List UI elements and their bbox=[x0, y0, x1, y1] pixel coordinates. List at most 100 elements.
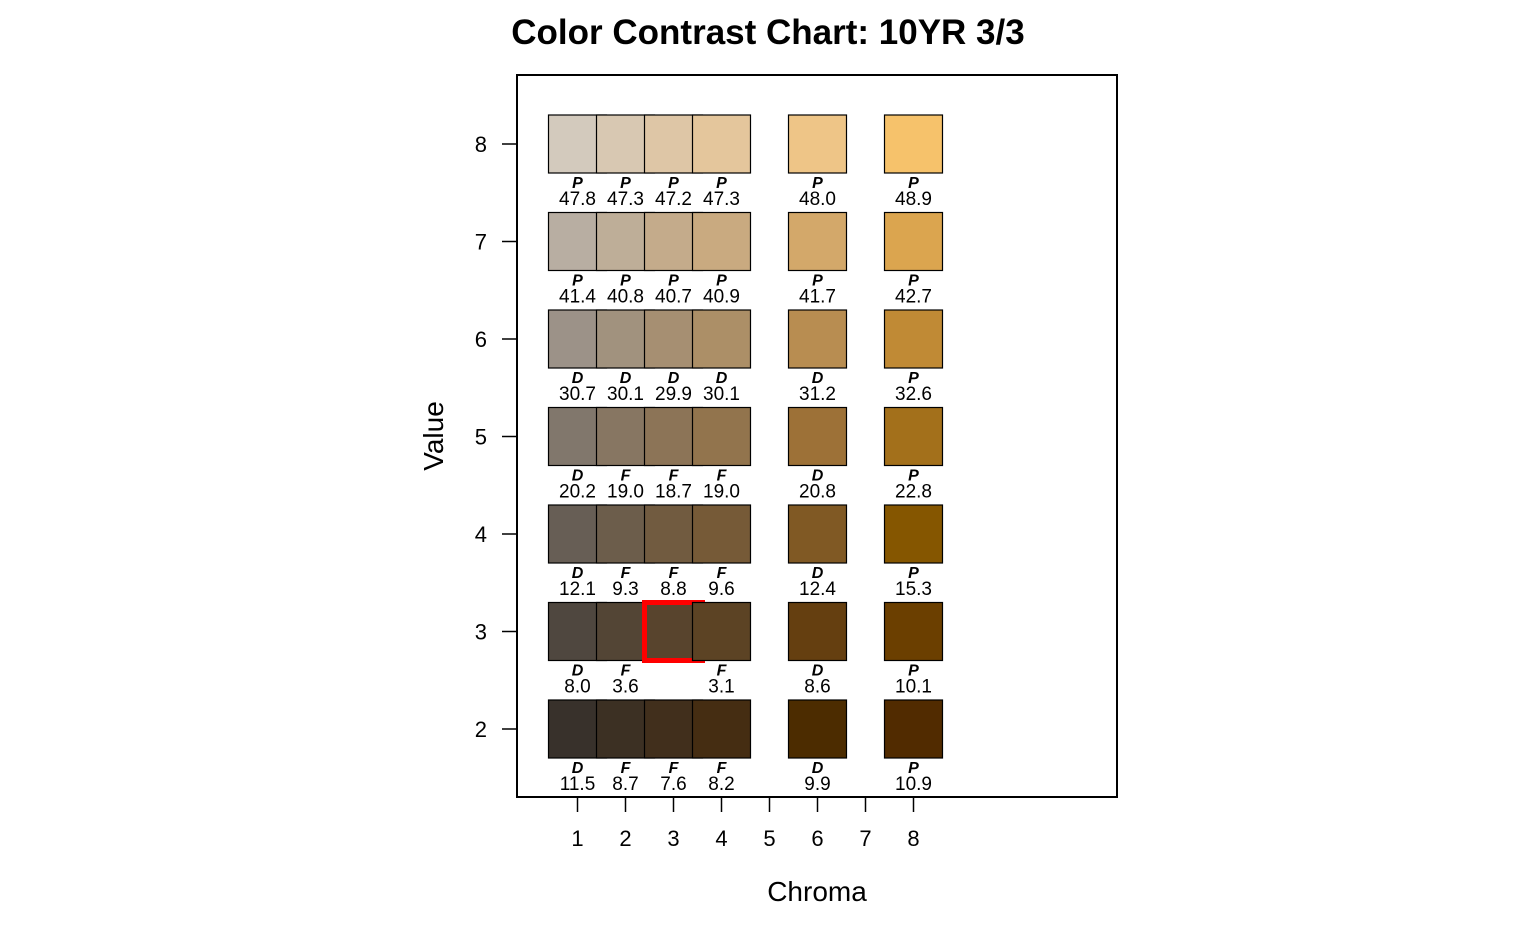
contrast-value-label: 8.8 bbox=[660, 579, 686, 600]
contrast-value-label: 47.8 bbox=[559, 189, 596, 210]
color-chip bbox=[787, 406, 848, 467]
color-chip bbox=[883, 211, 944, 272]
contrast-value-label: 8.6 bbox=[804, 677, 830, 698]
contrast-value-label: 22.8 bbox=[895, 482, 932, 503]
color-chip bbox=[787, 601, 848, 662]
contrast-class-label: D bbox=[572, 370, 584, 387]
contrast-class-label: P bbox=[620, 175, 631, 192]
color-chip bbox=[883, 699, 944, 759]
contrast-class-label: F bbox=[669, 565, 680, 582]
color-chip bbox=[787, 504, 848, 564]
y-tick-label: 4 bbox=[475, 522, 487, 547]
contrast-class-label: P bbox=[620, 273, 631, 290]
contrast-value-label: 40.8 bbox=[607, 287, 644, 308]
contrast-class-label: F bbox=[621, 663, 632, 680]
contrast-value-label: 48.9 bbox=[895, 189, 932, 210]
contrast-class-label: D bbox=[620, 370, 632, 387]
contrast-class-label: D bbox=[812, 760, 824, 777]
color-chip bbox=[691, 309, 752, 369]
contrast-value-label: 40.9 bbox=[703, 287, 740, 308]
contrast-value-label: 47.3 bbox=[607, 189, 644, 210]
contrast-class-label: P bbox=[812, 273, 823, 290]
contrast-class-label: P bbox=[908, 273, 919, 290]
contrast-value-label: 8.7 bbox=[612, 774, 638, 795]
color-chip bbox=[883, 114, 944, 174]
contrast-class-label: F bbox=[717, 468, 728, 485]
contrast-class-label: F bbox=[621, 565, 632, 582]
contrast-value-label: 30.1 bbox=[703, 384, 740, 405]
color-chip bbox=[883, 504, 944, 564]
contrast-value-label: 30.1 bbox=[607, 384, 644, 405]
contrast-class-label: F bbox=[717, 663, 728, 680]
contrast-class-label: P bbox=[716, 175, 727, 192]
x-tick-label: 1 bbox=[571, 826, 583, 851]
contrast-value-label: 15.3 bbox=[895, 579, 932, 600]
contrast-class-label: F bbox=[717, 760, 728, 777]
contrast-class-label: P bbox=[908, 468, 919, 485]
contrast-value-label: 10.1 bbox=[895, 677, 932, 698]
contrast-class-label: D bbox=[812, 565, 824, 582]
contrast-value-label: 12.1 bbox=[559, 579, 596, 600]
color-chip bbox=[787, 211, 848, 272]
contrast-value-label: 41.4 bbox=[559, 287, 596, 308]
color-chip bbox=[787, 699, 848, 759]
contrast-class-label: D bbox=[668, 370, 680, 387]
x-tick-label: 4 bbox=[715, 826, 727, 851]
y-tick-label: 5 bbox=[475, 425, 487, 450]
contrast-value-label: 40.7 bbox=[655, 287, 692, 308]
contrast-class-label: F bbox=[621, 760, 632, 777]
color-chip bbox=[883, 309, 944, 369]
contrast-class-label: D bbox=[812, 370, 824, 387]
color-chip bbox=[691, 601, 752, 662]
x-tick-label: 7 bbox=[859, 826, 871, 851]
y-tick-label: 2 bbox=[475, 717, 487, 742]
x-tick-label: 6 bbox=[811, 826, 823, 851]
contrast-value-label: 20.2 bbox=[559, 482, 596, 503]
contrast-class-label: D bbox=[572, 760, 584, 777]
contrast-value-label: 47.3 bbox=[703, 189, 740, 210]
color-chip bbox=[787, 114, 848, 174]
x-tick-label: 3 bbox=[667, 826, 679, 851]
contrast-value-label: 10.9 bbox=[895, 774, 932, 795]
contrast-value-label: 29.9 bbox=[655, 384, 692, 405]
contrast-value-label: 19.0 bbox=[607, 482, 644, 503]
contrast-value-label: 9.9 bbox=[804, 774, 830, 795]
cells-layer: P47.8P47.3P47.2P47.3P48.0P48.9P41.4P40.8… bbox=[547, 114, 944, 795]
contrast-value-label: 7.6 bbox=[660, 774, 686, 795]
color-chip bbox=[691, 211, 752, 272]
contrast-class-label: F bbox=[669, 760, 680, 777]
color-chip bbox=[787, 309, 848, 369]
y-tick-label: 6 bbox=[475, 327, 487, 352]
contrast-class-label: P bbox=[668, 273, 679, 290]
contrast-class-label: P bbox=[908, 370, 919, 387]
contrast-class-label: F bbox=[717, 565, 728, 582]
contrast-value-label: 12.4 bbox=[799, 579, 836, 600]
contrast-value-label: 9.3 bbox=[612, 579, 638, 600]
contrast-class-label: P bbox=[908, 663, 919, 680]
contrast-class-label: P bbox=[908, 175, 919, 192]
contrast-value-label: 41.7 bbox=[799, 287, 836, 308]
y-tick-label: 7 bbox=[475, 230, 487, 255]
x-tick-label: 5 bbox=[763, 826, 775, 851]
contrast-class-label: D bbox=[572, 468, 584, 485]
contrast-value-label: 18.7 bbox=[655, 482, 692, 503]
color-chip bbox=[691, 114, 752, 174]
contrast-class-label: D bbox=[572, 565, 584, 582]
contrast-value-label: 8.2 bbox=[708, 774, 734, 795]
contrast-class-label: P bbox=[572, 273, 583, 290]
contrast-class-label: P bbox=[572, 175, 583, 192]
contrast-class-label: D bbox=[812, 468, 824, 485]
contrast-class-label: F bbox=[621, 468, 632, 485]
contrast-value-label: 3.1 bbox=[708, 677, 734, 698]
contrast-value-label: 9.6 bbox=[708, 579, 734, 600]
y-axis: 2 3 4 5 6 7 8 bbox=[475, 132, 517, 742]
contrast-class-label: P bbox=[908, 760, 919, 777]
contrast-class-label: P bbox=[668, 175, 679, 192]
color-chip bbox=[691, 406, 752, 467]
x-tick-label: 8 bbox=[907, 826, 919, 851]
contrast-value-label: 20.8 bbox=[799, 482, 836, 503]
color-chip bbox=[691, 699, 752, 759]
color-chip bbox=[691, 504, 752, 564]
x-axis: 1 2 3 4 5 6 7 8 bbox=[571, 797, 920, 851]
contrast-value-label: 48.0 bbox=[799, 189, 836, 210]
